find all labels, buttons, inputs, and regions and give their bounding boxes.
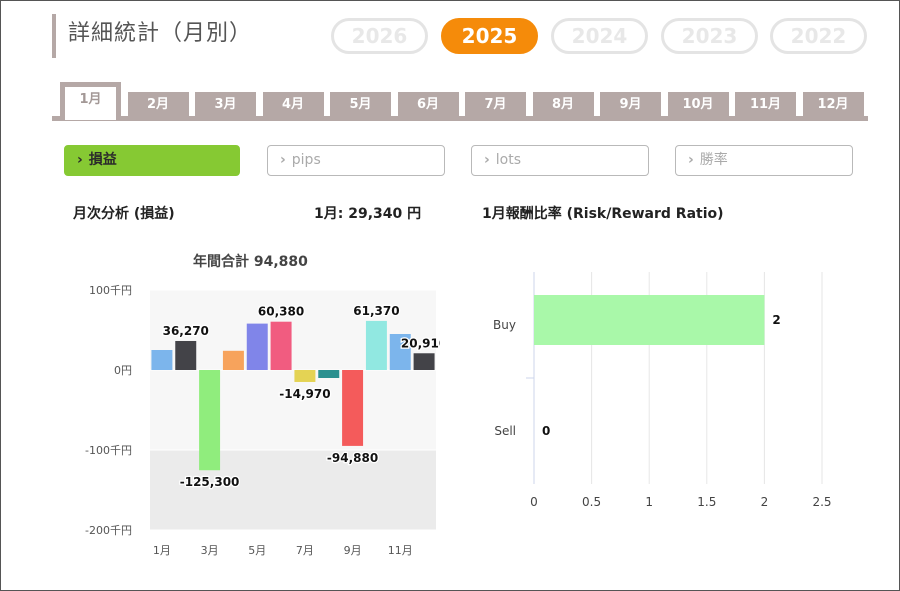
- x-tick-label: 2: [761, 495, 769, 509]
- chevron-right-icon: ›: [484, 152, 490, 168]
- chevron-right-icon: ›: [77, 152, 83, 168]
- x-tick-label: 1.5: [697, 495, 716, 509]
- tab-month-11[interactable]: 11月: [735, 92, 796, 120]
- year-pill-2026[interactable]: 2026: [331, 18, 428, 54]
- page-title-text: 詳細統計（月別）: [68, 21, 253, 46]
- monthly-pnl-chart: 100千円 0円 -100千円 -200千円 36,270 -125,300 60,380 -…: [70, 275, 448, 569]
- data-label: 0: [542, 424, 550, 438]
- month-value: 1月: 29,340 円: [314, 206, 422, 222]
- filter-label: lots: [495, 152, 522, 168]
- x-tick-label: 1: [645, 495, 653, 509]
- y-tick-label: -100千円: [85, 444, 132, 457]
- data-label: 36,270: [163, 324, 209, 338]
- year-pill-2023[interactable]: 2023: [661, 18, 758, 54]
- chevron-right-icon: ›: [688, 152, 694, 168]
- x-tick-label: 11月: [388, 544, 413, 557]
- tab-month-8[interactable]: 8月: [532, 92, 594, 120]
- bar-3月: [199, 370, 221, 471]
- bar-6月: [270, 321, 292, 370]
- bar-11月: [389, 334, 411, 370]
- tab-month-2[interactable]: 2月: [127, 92, 189, 120]
- tab-month-9[interactable]: 9月: [600, 92, 661, 120]
- x-tick-label: 3月: [201, 544, 219, 557]
- year-pill-2024[interactable]: 2024: [551, 18, 648, 54]
- y-tick-label: Buy: [493, 318, 516, 332]
- data-label: -14,970: [279, 387, 330, 401]
- bar-5月: [246, 323, 268, 370]
- bar-9月: [342, 370, 364, 446]
- bar-Buy: [534, 295, 765, 345]
- tab-month-12[interactable]: 12月: [802, 92, 864, 120]
- bar-2月: [175, 340, 197, 370]
- left-panel-title: 月次分析 (損益): [73, 206, 175, 222]
- x-tick-label: 0.5: [582, 495, 601, 509]
- tab-month-10[interactable]: 10月: [667, 92, 729, 120]
- tab-month-5[interactable]: 5月: [330, 92, 391, 120]
- x-tick-label: 1月: [153, 544, 171, 557]
- tab-month-1[interactable]: 1月: [60, 82, 121, 120]
- tab-month-6[interactable]: 6月: [397, 92, 459, 120]
- bar-1月: [151, 350, 173, 370]
- filter-button-2[interactable]: › lots: [471, 145, 649, 176]
- page-title: 詳細統計（月別）: [52, 14, 252, 58]
- x-tick-label: 0: [530, 495, 538, 509]
- x-tick-label: 9月: [344, 544, 362, 557]
- bar-4月: [222, 350, 244, 370]
- tab-month-3[interactable]: 3月: [195, 92, 256, 120]
- x-tick-label: 2.5: [812, 495, 831, 509]
- bar-7月: [294, 370, 316, 382]
- filter-label: pips: [291, 152, 321, 168]
- filter-label: 損益: [88, 152, 117, 168]
- annual-total: 年間合計 94,880: [193, 254, 308, 270]
- data-label: 61,370: [353, 304, 399, 318]
- filter-button-0[interactable]: › 損益: [64, 145, 240, 176]
- chevron-right-icon: ›: [280, 152, 286, 168]
- x-tick-label: 5月: [248, 544, 266, 557]
- filter-label: 勝率: [699, 152, 728, 168]
- bar-12月: [413, 353, 435, 370]
- data-label: 20,910: [401, 336, 440, 350]
- year-pill-2025[interactable]: 2025: [441, 18, 538, 54]
- x-tick-label: 7月: [296, 544, 314, 557]
- filter-button-3[interactable]: › 勝率: [675, 145, 853, 176]
- y-tick-label: 0円: [114, 364, 132, 377]
- y-tick-label: Sell: [494, 424, 516, 438]
- y-tick-label: -200千円: [85, 524, 132, 537]
- data-label: 2: [772, 313, 780, 327]
- right-panel-title: 1月報酬比率 (Risk/Reward Ratio): [482, 206, 724, 222]
- month-tab-underline: [52, 116, 868, 121]
- bar-10月: [365, 320, 387, 370]
- filter-button-1[interactable]: › pips: [267, 145, 445, 176]
- year-pill-2022[interactable]: 2022: [770, 18, 867, 54]
- data-label: -94,880: [327, 451, 378, 465]
- data-label: 60,380: [258, 305, 304, 319]
- month-tabs: 1月 2月 3月 4月 5月 6月 7月 8月 9月 10月 11月 12月: [52, 80, 868, 121]
- tab-month-4[interactable]: 4月: [262, 92, 324, 120]
- risk-reward-chart: 0 0.5 1 1.5 2 2.5 Buy 2 Sell 0: [480, 262, 860, 516]
- tab-month-7[interactable]: 7月: [465, 92, 526, 120]
- data-label: -125,300: [180, 475, 240, 489]
- y-tick-label: 100千円: [89, 284, 132, 297]
- bar-8月: [318, 370, 340, 378]
